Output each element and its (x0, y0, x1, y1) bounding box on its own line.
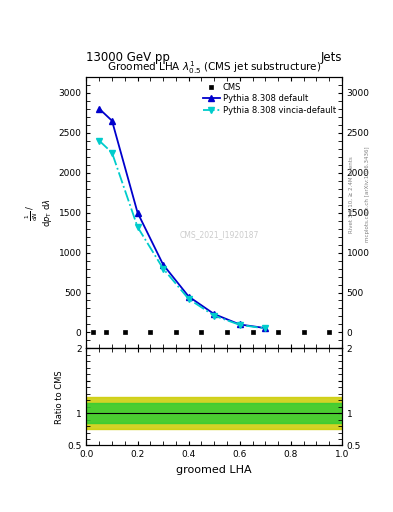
Pythia 8.308 vincia-default (237, 322, 242, 328)
CMS (327, 329, 332, 335)
CMS (276, 329, 281, 335)
Pythia 8.308 vincia-default (212, 313, 217, 319)
CMS (225, 329, 230, 335)
Pythia 8.308 default (186, 293, 191, 300)
Line: Pythia 8.308 default: Pythia 8.308 default (96, 105, 268, 331)
CMS (250, 329, 255, 335)
Pythia 8.308 default (212, 311, 217, 317)
Pythia 8.308 vincia-default (263, 326, 268, 332)
Pythia 8.308 default (110, 118, 114, 124)
Pythia 8.308 vincia-default (135, 224, 140, 230)
Text: CMS_2021_I1920187: CMS_2021_I1920187 (180, 230, 259, 239)
Line: CMS: CMS (90, 330, 332, 335)
Pythia 8.308 vincia-default (161, 265, 165, 271)
Pythia 8.308 vincia-default (186, 296, 191, 302)
CMS (301, 329, 306, 335)
CMS (90, 329, 95, 335)
Text: mcplots.cern.ch [arXiv:1306.3436]: mcplots.cern.ch [arXiv:1306.3436] (365, 147, 370, 242)
Text: Rivet 3.1.10, ≥ 2.4M events: Rivet 3.1.10, ≥ 2.4M events (349, 156, 354, 233)
CMS (199, 329, 204, 335)
Y-axis label: Ratio to CMS: Ratio to CMS (55, 370, 64, 424)
Pythia 8.308 default (161, 262, 165, 268)
Pythia 8.308 default (263, 325, 268, 331)
Legend: CMS, Pythia 8.308 default, Pythia 8.308 vincia-default: CMS, Pythia 8.308 default, Pythia 8.308 … (201, 81, 338, 116)
CMS (103, 329, 108, 335)
Text: Jets: Jets (320, 51, 342, 64)
CMS (123, 329, 127, 335)
Pythia 8.308 default (237, 322, 242, 328)
X-axis label: groomed LHA: groomed LHA (176, 465, 252, 475)
Bar (86, 403, 342, 423)
Pythia 8.308 vincia-default (110, 150, 114, 156)
Y-axis label: $\frac{1}{\mathrm{d}N}$ /
$\mathrm{d}p_\mathrm{T}$ $\mathrm{d}\lambda$: $\frac{1}{\mathrm{d}N}$ / $\mathrm{d}p_\… (23, 198, 55, 227)
Pythia 8.308 default (97, 105, 101, 112)
CMS (148, 329, 152, 335)
Title: Groomed LHA $\lambda^{1}_{0.5}$ (CMS jet substructure): Groomed LHA $\lambda^{1}_{0.5}$ (CMS jet… (107, 59, 321, 76)
CMS (174, 329, 178, 335)
Bar (86, 397, 342, 429)
Line: Pythia 8.308 vincia-default: Pythia 8.308 vincia-default (96, 138, 268, 332)
Pythia 8.308 vincia-default (97, 138, 101, 144)
Text: 13000 GeV pp: 13000 GeV pp (86, 51, 170, 64)
Pythia 8.308 default (135, 209, 140, 216)
